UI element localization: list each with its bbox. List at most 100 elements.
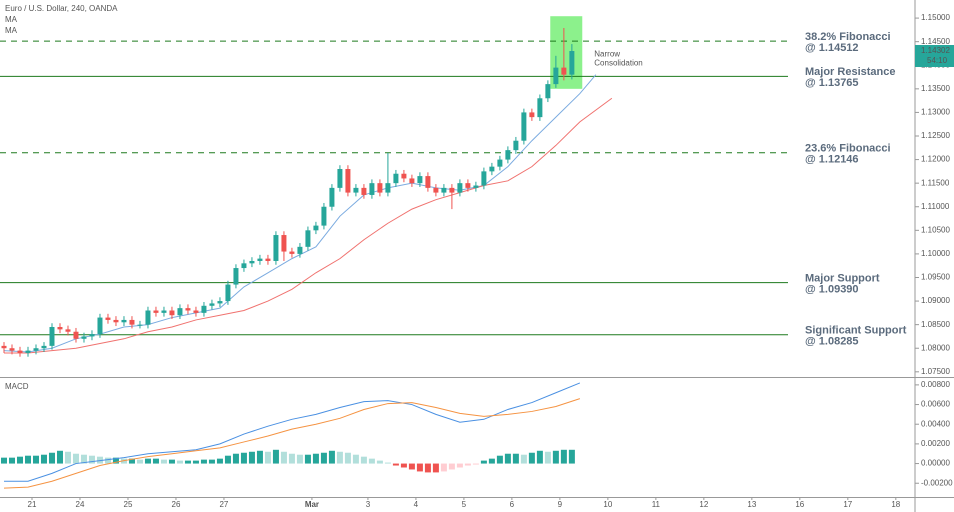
- histogram-bar: [224, 455, 231, 464]
- chart-title: Euro / U.S. Dollar, 240, OANDA: [5, 4, 118, 13]
- candle-body: [185, 308, 191, 311]
- histogram-bar: [336, 451, 343, 464]
- candle-body: [529, 112, 535, 118]
- histogram-bar: [72, 453, 79, 464]
- highlight-label: Consolidation: [594, 58, 642, 67]
- candle-body: [137, 324, 143, 326]
- candle-body: [297, 246, 303, 254]
- histogram-bar: [328, 450, 335, 464]
- candle-body: [465, 183, 471, 188]
- candle-body: [145, 310, 151, 325]
- countdown: 54:10: [927, 56, 948, 65]
- candle-body: [441, 187, 447, 193]
- histogram-bar: [560, 449, 567, 464]
- candle-body: [169, 310, 175, 316]
- macd-title: MACD: [5, 382, 29, 391]
- y-tick-label: -0.00200: [921, 478, 953, 487]
- candle-body: [345, 169, 351, 193]
- candle-body: [473, 185, 479, 188]
- histogram-bar: [128, 458, 135, 464]
- level-label: Major Resistance: [805, 66, 895, 78]
- candle-body: [249, 260, 255, 264]
- histogram-bar: [312, 453, 319, 464]
- histogram-bar: [456, 463, 463, 468]
- macd-line: [3, 398, 581, 489]
- candle-body: [25, 350, 31, 353]
- x-tick-label: 10: [603, 500, 612, 509]
- candle-body: [513, 140, 519, 151]
- y-tick-label: 1.12000: [921, 155, 950, 164]
- candle-body: [41, 345, 47, 349]
- histogram-bar: [56, 450, 63, 464]
- histogram-bar: [368, 458, 375, 464]
- histogram-bar: [104, 457, 111, 464]
- y-tick-label: 1.10500: [921, 225, 950, 234]
- y-tick-label: 1.13000: [921, 108, 950, 117]
- histogram-bar: [352, 454, 359, 464]
- histogram-bar: [184, 460, 191, 464]
- candle-body: [209, 303, 215, 306]
- x-tick-label: 27: [219, 500, 228, 509]
- x-tick-label: 9: [558, 500, 563, 509]
- histogram-bar: [136, 459, 143, 464]
- candle-body: [385, 183, 391, 193]
- histogram-bar: [496, 455, 503, 464]
- macd-line: [3, 382, 581, 482]
- histogram-bar: [552, 450, 559, 464]
- candle-body: [1, 345, 7, 349]
- candle-body: [17, 350, 23, 353]
- candle-body: [49, 327, 55, 346]
- candle-body: [569, 51, 575, 75]
- candle-body: [257, 258, 263, 261]
- candle-body: [201, 305, 207, 313]
- y-tick-label: 0.00600: [921, 400, 950, 409]
- histogram-bar: [376, 460, 383, 464]
- histogram-bar: [392, 463, 399, 466]
- histogram-bar: [296, 454, 303, 464]
- candle-body: [521, 112, 527, 141]
- histogram-bar: [208, 459, 215, 464]
- histogram-bar: [16, 456, 23, 464]
- candle-body: [305, 230, 311, 247]
- level-label: @ 1.14512: [805, 42, 859, 54]
- candle-body: [193, 310, 199, 313]
- y-tick-label: 1.13500: [921, 84, 950, 93]
- candle-body: [265, 258, 271, 261]
- histogram-bar: [200, 459, 207, 464]
- histogram-bar: [536, 450, 543, 464]
- histogram-bar: [416, 463, 423, 472]
- histogram-bar: [320, 452, 327, 464]
- x-tick-label: 4: [414, 500, 419, 509]
- x-tick-label: 18: [891, 500, 900, 509]
- candle-body: [225, 284, 231, 302]
- x-tick-label: 11: [652, 500, 661, 509]
- candle-body: [425, 176, 431, 188]
- x-tick-label: 5: [462, 500, 467, 509]
- histogram-bar: [384, 462, 391, 464]
- histogram-bar: [544, 451, 551, 464]
- histogram-bar: [344, 452, 351, 464]
- candle-body: [57, 327, 63, 330]
- level-label: 38.2% Fibonacci: [805, 31, 891, 43]
- candle-body: [217, 301, 223, 304]
- moving-average: [3, 97, 613, 354]
- x-tick-label: 25: [124, 500, 133, 509]
- candle-body: [417, 176, 423, 184]
- candle-body: [105, 317, 111, 320]
- histogram-bar: [568, 449, 575, 464]
- candle-body: [233, 268, 239, 285]
- histogram-bar: [152, 458, 159, 464]
- candle-body: [281, 235, 287, 252]
- candle-body: [361, 187, 367, 195]
- candle-body: [81, 336, 87, 339]
- y-tick-label: 1.09500: [921, 273, 950, 282]
- histogram-bar: [280, 451, 287, 464]
- moving-average: [3, 74, 597, 353]
- y-tick-label: 0.00400: [921, 419, 950, 428]
- histogram-bar: [472, 463, 479, 465]
- candle-body: [329, 187, 335, 207]
- histogram-bar: [40, 454, 47, 464]
- candle-body: [89, 334, 95, 337]
- histogram-bar: [112, 457, 119, 464]
